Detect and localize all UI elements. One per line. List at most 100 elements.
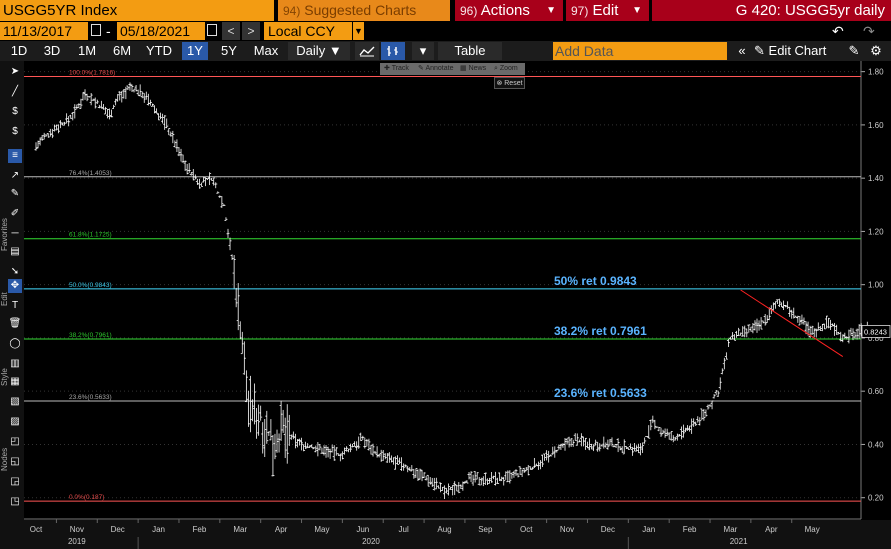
x-tick-label: May: [314, 525, 329, 534]
zoom-tool[interactable]: ⌕ Zoom: [494, 65, 518, 72]
table-button[interactable]: Table: [438, 42, 502, 60]
x-tick-label: Oct: [520, 525, 533, 534]
redo-icon[interactable]: ↷: [863, 23, 875, 39]
price-chart[interactable]: 1.80 1.60 1.40 1.20 1.00 0.80 0.60 0.40 0.20 Oct N…: [24, 61, 891, 549]
suggested-charts-button[interactable]: 94) Suggested Charts: [278, 0, 450, 21]
currency-dropdown-icon[interactable]: ▼: [352, 22, 364, 40]
x-year-label: 2019: [68, 537, 86, 546]
horizontal-line-icon[interactable]: ─: [11, 228, 19, 239]
reset-button[interactable]: ⊗ Reset: [494, 77, 525, 89]
period-1m-button[interactable]: 1M: [77, 43, 97, 58]
edit-chart-button[interactable]: ✎ Edit Chart: [754, 42, 840, 60]
node-a-icon[interactable]: ◰: [10, 436, 20, 447]
track-label: Track: [391, 65, 409, 72]
last-value-box: [861, 325, 891, 338]
line-chart-icon[interactable]: [355, 42, 379, 60]
fib-level-label: 38.2%(0.7961): [69, 332, 112, 339]
previous-arrow-icon[interactable]: <: [222, 22, 240, 40]
period-3d-button[interactable]: 3D: [43, 43, 61, 58]
node-c-icon[interactable]: ◲: [10, 476, 20, 487]
arrow-draw-icon[interactable]: ➘: [10, 266, 20, 277]
fib-level-label: 76.4%(1.4053): [69, 170, 112, 177]
ellipse-icon[interactable]: ◯: [9, 338, 21, 349]
settings-gear-icon[interactable]: ⚙: [870, 43, 882, 58]
line-draw-icon[interactable]: ╱: [11, 86, 19, 97]
node-b-icon[interactable]: ◱: [10, 456, 20, 467]
actions-label: Actions: [480, 2, 530, 19]
x-tick-label: Dec: [111, 525, 125, 534]
price-text-icon[interactable]: $: [12, 106, 18, 117]
period-5y-button[interactable]: 5Y: [221, 43, 237, 58]
y-tick-label: 1.80: [868, 68, 884, 77]
x-tick-label: Apr: [275, 525, 288, 534]
y-tick-label: 0.40: [868, 440, 884, 449]
start-date-field[interactable]: 11/13/2017: [0, 22, 88, 40]
frequency-label: Daily: [296, 43, 326, 58]
currency-select[interactable]: Local CCY: [264, 22, 352, 40]
dollar-price-icon[interactable]: $: [12, 126, 18, 137]
track-tool[interactable]: ✚ Track: [384, 65, 409, 72]
undo-icon[interactable]: ↶: [832, 23, 844, 39]
brush-icon[interactable]: ✐: [10, 208, 20, 219]
chart-type-dropdown-icon[interactable]: ▾: [412, 42, 434, 60]
candle-style-icon[interactable]: ▥: [10, 358, 20, 369]
end-date-field[interactable]: 05/18/2021: [117, 22, 205, 40]
bar-chart-icon[interactable]: [381, 42, 405, 60]
delete-icon[interactable]: 🗑: [8, 318, 22, 329]
y-tick-label: 0.20: [868, 494, 884, 503]
x-axis-band: [24, 520, 891, 549]
node-d-icon[interactable]: ◳: [10, 496, 20, 507]
chart-tool-bar: [380, 63, 525, 75]
reset-label: Reset: [504, 80, 523, 87]
period-max-button[interactable]: Max: [253, 43, 279, 58]
date-separator: -: [106, 23, 111, 39]
channel-icon[interactable]: ▤: [10, 246, 20, 257]
fibonacci-icon[interactable]: ≡: [8, 149, 22, 163]
pen-icon[interactable]: ✎: [10, 188, 20, 199]
period-1d-button[interactable]: 1D: [10, 43, 28, 58]
resistance-trendline: [740, 289, 844, 357]
crosshair-move-icon[interactable]: ✥: [8, 279, 22, 293]
x-tick-label: Mar: [233, 525, 247, 534]
trend-arrow-icon[interactable]: ↗: [10, 170, 20, 181]
x-tick-label: Jan: [152, 525, 165, 534]
start-calendar-icon[interactable]: [91, 24, 101, 36]
text-tool-icon[interactable]: T: [11, 300, 19, 311]
next-arrow-icon[interactable]: >: [242, 22, 260, 40]
frequency-select[interactable]: Daily ▼: [288, 42, 350, 60]
edit-box-icon[interactable]: ✎: [848, 43, 860, 58]
x-tick-label: Sep: [478, 525, 493, 534]
end-calendar-icon[interactable]: [207, 24, 217, 36]
edit-menu-button[interactable]: 97) Edit ▼: [566, 0, 649, 21]
chart-title: G 420: USGG5yr daily: [735, 2, 885, 19]
x-year-label: 2021: [730, 537, 748, 546]
select-arrow-icon[interactable]: ➤: [10, 66, 20, 77]
actions-menu-button[interactable]: 96) Actions ▼: [455, 0, 563, 21]
period-6m-button[interactable]: 6M: [112, 43, 132, 58]
bar-style-icon[interactable]: ▦: [10, 376, 20, 387]
x-tick-label: Feb: [683, 525, 697, 534]
edit-section-label: Edit: [0, 292, 9, 306]
annotate-label: Annotate: [425, 65, 454, 72]
period-ytd-button[interactable]: YTD: [146, 43, 172, 58]
y-tick-label: 1.40: [868, 174, 884, 183]
collapse-double-chevron-icon[interactable]: «: [738, 43, 746, 58]
x-tick-label: Jun: [356, 525, 369, 534]
y-tick-label: 0.80: [868, 334, 884, 343]
style-section-label: Style: [0, 368, 9, 386]
period-1y-button[interactable]: 1Y: [182, 42, 208, 60]
fib-level-label: 61.8%(1.1725): [69, 232, 112, 239]
chart-title-bar: G 420: USGG5yr daily: [652, 0, 891, 21]
add-data-input[interactable]: Add Data: [553, 42, 727, 60]
y-tick-label: 1.00: [868, 281, 884, 290]
edit-label: Edit: [592, 2, 619, 19]
actions-dropdown-icon: ▼: [546, 5, 556, 16]
fib-level-label: 100.0%(1.7816): [69, 70, 115, 77]
annotate-tool[interactable]: ✎ Annotate: [418, 65, 454, 72]
x-year-label: 2020: [362, 537, 380, 546]
ticker-field[interactable]: USGG5YR Index: [0, 0, 274, 21]
news-tool[interactable]: ▦ News: [460, 65, 487, 72]
color-style-icon[interactable]: ▨: [10, 416, 20, 427]
x-tick-label: Mar: [724, 525, 738, 534]
line-style-icon[interactable]: ▧: [10, 396, 20, 407]
